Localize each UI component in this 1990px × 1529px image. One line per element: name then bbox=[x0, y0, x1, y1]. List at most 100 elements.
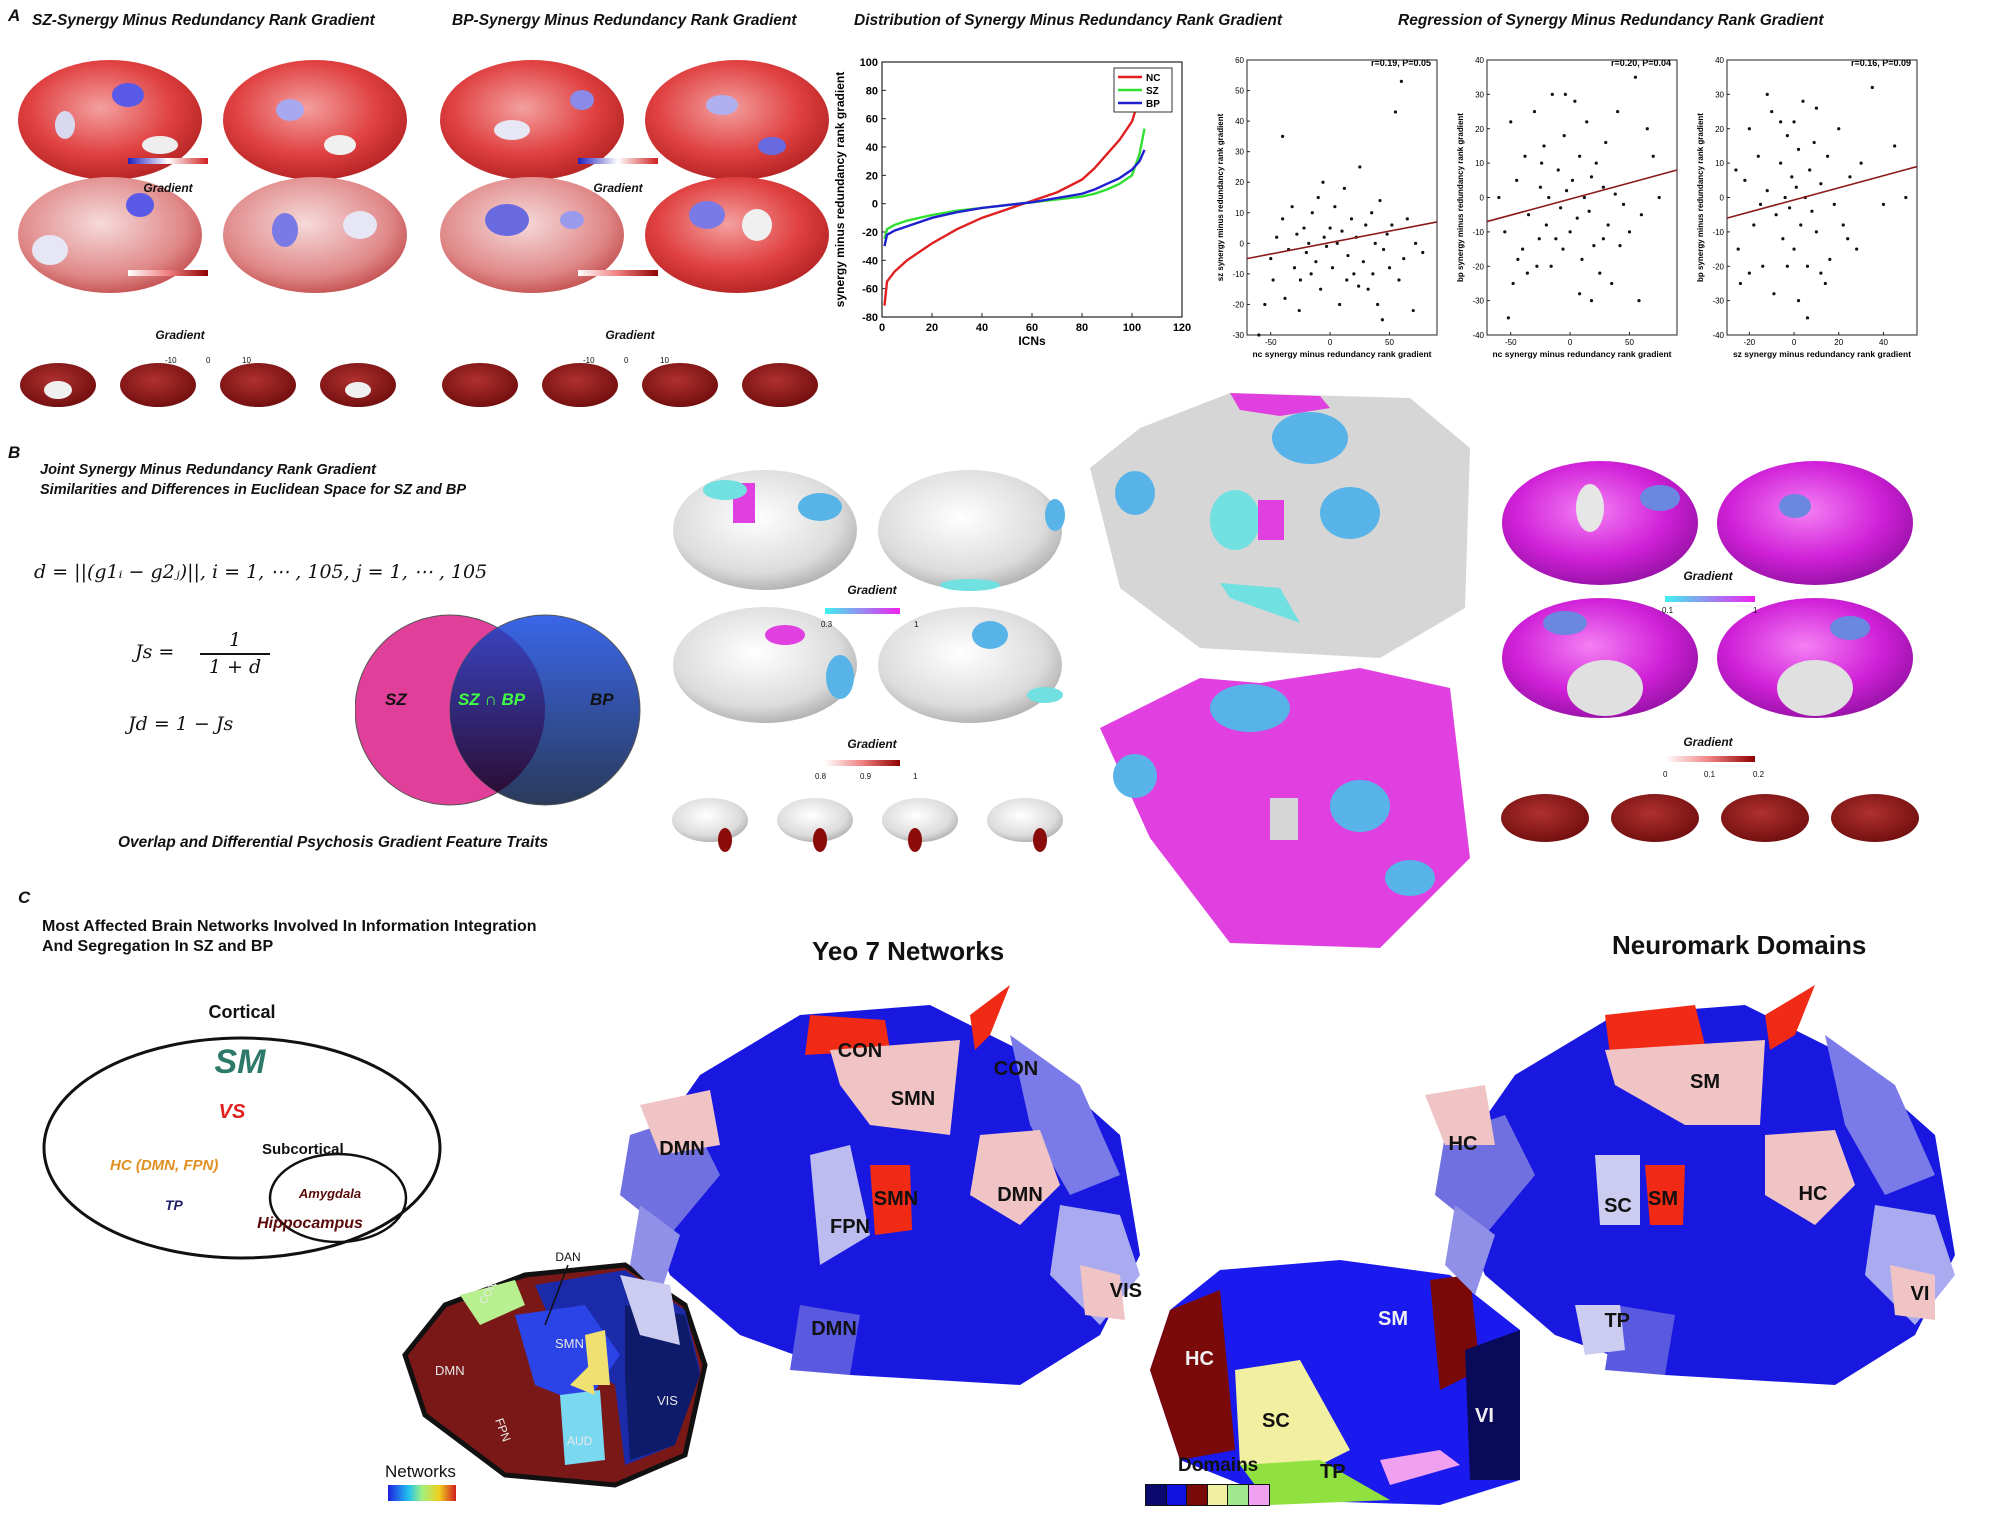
scatter-point bbox=[1283, 296, 1287, 300]
scatter-point bbox=[1799, 223, 1803, 227]
scatter-point bbox=[1639, 213, 1643, 217]
neuromark-label-tp: TP bbox=[1604, 1310, 1630, 1332]
scatter-point bbox=[1515, 178, 1519, 182]
scatter-point bbox=[1364, 223, 1368, 227]
y-tick-label: 0 bbox=[1720, 194, 1725, 203]
scatter-point bbox=[1381, 247, 1386, 252]
panel-c-label: C bbox=[18, 888, 31, 907]
y-tick-label: 50 bbox=[1235, 87, 1244, 96]
scatter-point bbox=[1627, 230, 1632, 234]
venn-label-bp: BP bbox=[590, 690, 614, 709]
hippocampus-label: Hippocampus bbox=[257, 1215, 363, 1232]
scatter-point bbox=[1523, 154, 1527, 158]
sz-medial-right bbox=[223, 177, 407, 293]
regression-fit-line bbox=[1726, 165, 1918, 219]
scatter-point bbox=[1573, 99, 1577, 103]
y-tick-label: -40 bbox=[1712, 331, 1724, 340]
y-tick-label: 30 bbox=[1475, 90, 1484, 99]
x-tick-label: 40 bbox=[976, 322, 988, 334]
scatter-point bbox=[1598, 271, 1602, 275]
y-tick-label: -10 bbox=[1472, 228, 1484, 237]
bp-gradient-label-1: Gradient bbox=[593, 181, 643, 195]
neuromark-label-vi: VI bbox=[1911, 1283, 1930, 1305]
scatter-point bbox=[1825, 154, 1830, 158]
scatter-point bbox=[1582, 195, 1586, 200]
networks-legend-title: Networks bbox=[385, 1462, 456, 1481]
scatter-point bbox=[1841, 223, 1845, 227]
scatter-point bbox=[1371, 272, 1375, 276]
scatter-point bbox=[1319, 287, 1323, 291]
scatter-point bbox=[1801, 99, 1805, 103]
regression-fit-line bbox=[1486, 169, 1678, 223]
scatter-point bbox=[1324, 244, 1329, 248]
tp-label: TP bbox=[165, 1197, 184, 1213]
neuromark-label-sm-2: SM bbox=[1648, 1188, 1678, 1210]
scatter-point bbox=[1601, 185, 1605, 189]
regression-scatter-nc-bp: -50 0 50 -40 -30 -20 -10 0 10 20 30 40 nc synergy mi… bbox=[1456, 56, 1678, 359]
scatter-point bbox=[1881, 202, 1886, 206]
scatter-point bbox=[1370, 211, 1374, 215]
scatter-point bbox=[1756, 154, 1760, 158]
scatter-point bbox=[1589, 175, 1594, 179]
series-line-nc bbox=[883, 75, 1146, 306]
joint-gradient-label-4: Gradient bbox=[1683, 735, 1733, 749]
x-tick-label: 0 bbox=[879, 322, 885, 334]
scatter-point bbox=[1346, 253, 1350, 258]
scatter-point bbox=[1263, 302, 1267, 307]
scatter-point bbox=[1770, 109, 1774, 114]
legend-label-bp: BP bbox=[1146, 99, 1160, 110]
y-tick-label: -30 bbox=[1472, 297, 1484, 306]
scatter-point bbox=[1657, 195, 1661, 200]
bp-cbar-tick-2: 10 bbox=[660, 356, 669, 365]
scatter-point bbox=[1271, 278, 1275, 282]
scatter-point bbox=[1812, 140, 1816, 145]
yeo-label-vis: VIS bbox=[1110, 1280, 1142, 1302]
scatter-point bbox=[1616, 109, 1620, 114]
scatter-point bbox=[1397, 278, 1401, 282]
scatter-point bbox=[1537, 237, 1541, 241]
y-tick-label: -20 bbox=[1712, 262, 1724, 271]
scatter-point bbox=[1580, 257, 1584, 261]
scatter-point bbox=[1578, 154, 1582, 158]
yeo-title: Yeo 7 Networks bbox=[812, 936, 1005, 966]
scatter-point bbox=[1772, 292, 1776, 296]
scatter-point bbox=[1497, 195, 1501, 200]
scatter-point bbox=[1587, 209, 1591, 213]
scatter-frame bbox=[1246, 59, 1438, 336]
scatter-point bbox=[1747, 271, 1751, 275]
x-tick-label: -50 bbox=[1265, 338, 1277, 347]
scatter-point bbox=[1328, 226, 1332, 230]
y-tick-label: -30 bbox=[1232, 331, 1244, 340]
joint-cbar1-tick-1: 1 bbox=[914, 620, 919, 629]
scatter-point bbox=[1414, 241, 1418, 245]
scatter-point bbox=[1779, 161, 1783, 165]
yeo-label-dmn-2: DMN bbox=[997, 1184, 1043, 1206]
equation-jd: Jd = 1 − Js bbox=[128, 713, 234, 735]
joint-cbar3-tick-1: 1 bbox=[1753, 606, 1758, 615]
scatter-point bbox=[1335, 241, 1339, 245]
x-axis-label: ICNs bbox=[1018, 334, 1046, 348]
scatter-point bbox=[1385, 232, 1389, 236]
scatter-point bbox=[1814, 106, 1819, 110]
bp-gradient-label-2: Gradient bbox=[605, 328, 655, 342]
scatter-point bbox=[1390, 223, 1394, 227]
scatter-point bbox=[1601, 237, 1605, 241]
panel-a-label: A bbox=[8, 6, 21, 25]
scatter-point bbox=[1376, 302, 1380, 307]
scatter-point bbox=[1563, 92, 1567, 96]
scatter-point bbox=[1645, 127, 1649, 131]
y-tick-label: -20 bbox=[1232, 300, 1244, 309]
scatter-point bbox=[1542, 144, 1546, 148]
equation-distance: d = ||(g1ᵢ − g2ⱼ)||, i = 1, ⋯ , 105, j =… bbox=[34, 561, 488, 583]
scatter-point bbox=[1855, 247, 1859, 251]
x-tick-label: -20 bbox=[1744, 338, 1756, 347]
network-label-dmn: DMN bbox=[435, 1363, 465, 1378]
bp-cbar-1 bbox=[578, 158, 658, 164]
legend-label-sz: SZ bbox=[1146, 86, 1159, 97]
correlation-annotation: r=0.16, P=0.09 bbox=[1851, 58, 1911, 68]
yeo-label-fpn: FPN bbox=[830, 1216, 870, 1238]
y-tick-label: 80 bbox=[866, 85, 878, 97]
scatter-point bbox=[1808, 168, 1812, 172]
scatter-point bbox=[1340, 229, 1344, 233]
scatter-point bbox=[1345, 278, 1349, 282]
